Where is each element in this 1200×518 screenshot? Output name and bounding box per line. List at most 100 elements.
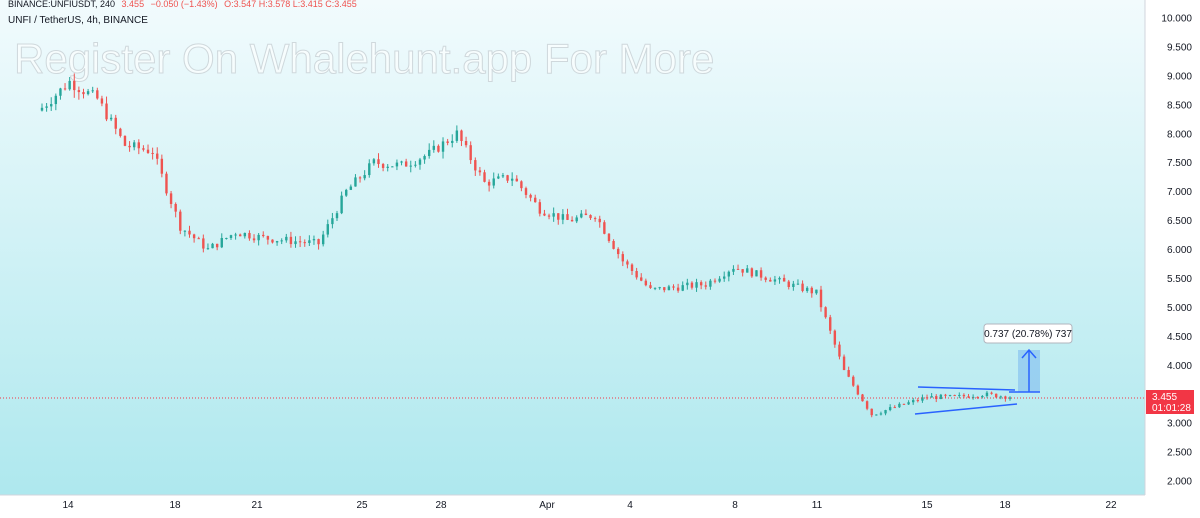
candle-body (750, 268, 754, 277)
price-tick-label: 4.000 (1167, 361, 1192, 372)
candle-body (575, 217, 578, 222)
candle-body (137, 142, 140, 149)
price-tick-label: 9.500 (1167, 42, 1192, 53)
candle-body (561, 214, 565, 220)
candle-body (441, 141, 445, 152)
candle-body (635, 270, 638, 278)
candle-body (704, 285, 707, 287)
candle-body (524, 188, 528, 195)
candle-body (865, 401, 869, 409)
candle-body (879, 413, 883, 415)
time-tick-label: Apr (539, 500, 555, 511)
candle-body (741, 269, 744, 273)
candle-body (939, 394, 943, 400)
candle-body (404, 161, 408, 167)
top-line-info: BINANCE:UNFIUSDT, 240 3.455 −0.050 (−1.4… (8, 0, 357, 9)
candle-body (746, 268, 749, 273)
candle-body (584, 213, 588, 216)
candle-body (953, 395, 956, 397)
candle-body (418, 159, 422, 165)
price-tick-label: 8.000 (1167, 129, 1192, 140)
candle-body (395, 162, 399, 167)
candle-body (169, 193, 173, 204)
candle-body (156, 153, 159, 159)
candle-body (483, 172, 486, 182)
candle-body (192, 234, 196, 239)
candle-body (257, 234, 260, 241)
candle-body (165, 173, 168, 194)
candle-body (252, 238, 256, 241)
candle-body (391, 166, 394, 168)
candle-body (888, 407, 892, 411)
candle-body (82, 92, 85, 95)
candle-body (870, 408, 873, 416)
candle-body (792, 283, 795, 288)
time-tick-label: 28 (435, 500, 447, 511)
candle-body (626, 261, 629, 265)
price-tick-label: 3.000 (1167, 419, 1192, 430)
time-tick-label: 18 (999, 500, 1011, 511)
candle-body (815, 289, 818, 294)
candle-body (764, 277, 767, 280)
candle-body (225, 237, 228, 239)
candle-body (723, 276, 726, 279)
candle-body (718, 278, 721, 282)
candle-body (543, 213, 546, 216)
price-tick-label: 10.000 (1161, 14, 1192, 25)
candle-body (1008, 397, 1012, 399)
candle-body (54, 95, 58, 105)
candle-body (234, 234, 237, 236)
candle-body (506, 175, 509, 181)
candle-body (782, 277, 786, 282)
candle-body (534, 197, 537, 203)
candle-body (603, 222, 606, 234)
candle-body (902, 403, 906, 405)
candle-body (819, 289, 823, 308)
plot-background (0, 0, 1145, 495)
watermark-text: Register On Whalehunt.app For More (14, 35, 714, 82)
candle-body (875, 414, 878, 416)
candle-body (229, 235, 233, 238)
candle-body (810, 287, 813, 294)
candle-body (755, 270, 758, 277)
candle-body (63, 88, 67, 90)
candle-body (736, 268, 740, 270)
candle-body (340, 195, 343, 214)
candle-body (649, 285, 652, 288)
triangle-upper-line (917, 386, 1016, 391)
candle-body (824, 307, 827, 318)
candle-body (893, 407, 896, 409)
time-tick-label: 8 (732, 500, 738, 511)
candle-body (944, 394, 947, 396)
candle-body (547, 215, 551, 217)
candle-body (289, 236, 293, 245)
candle-body (690, 282, 694, 288)
candle-body (912, 400, 915, 403)
candle-body (142, 148, 145, 150)
price-badge-value: 3.455 (1152, 392, 1177, 403)
price-tick-label: 9.000 (1167, 71, 1192, 82)
candle-body (672, 286, 675, 288)
candle-body (317, 239, 320, 245)
candle-body (86, 91, 90, 95)
candle-body (538, 202, 542, 214)
candle-body (451, 140, 454, 143)
price-tick-label: 6.500 (1167, 216, 1192, 227)
candle-body (45, 106, 48, 108)
candle-body (197, 238, 200, 240)
candle-body (179, 211, 182, 231)
candle-body (132, 142, 136, 148)
candle-body (266, 236, 270, 240)
candle-body (727, 271, 731, 277)
candle-body (981, 396, 984, 398)
candle-body (160, 158, 164, 174)
candle-body (478, 170, 482, 173)
candle-body (368, 163, 371, 176)
candle-body (414, 164, 417, 166)
candle-body (796, 283, 800, 285)
top-line-change: −0.050 (−1.43%) (151, 0, 218, 9)
candle-body (464, 141, 468, 146)
candle-body (593, 218, 597, 220)
